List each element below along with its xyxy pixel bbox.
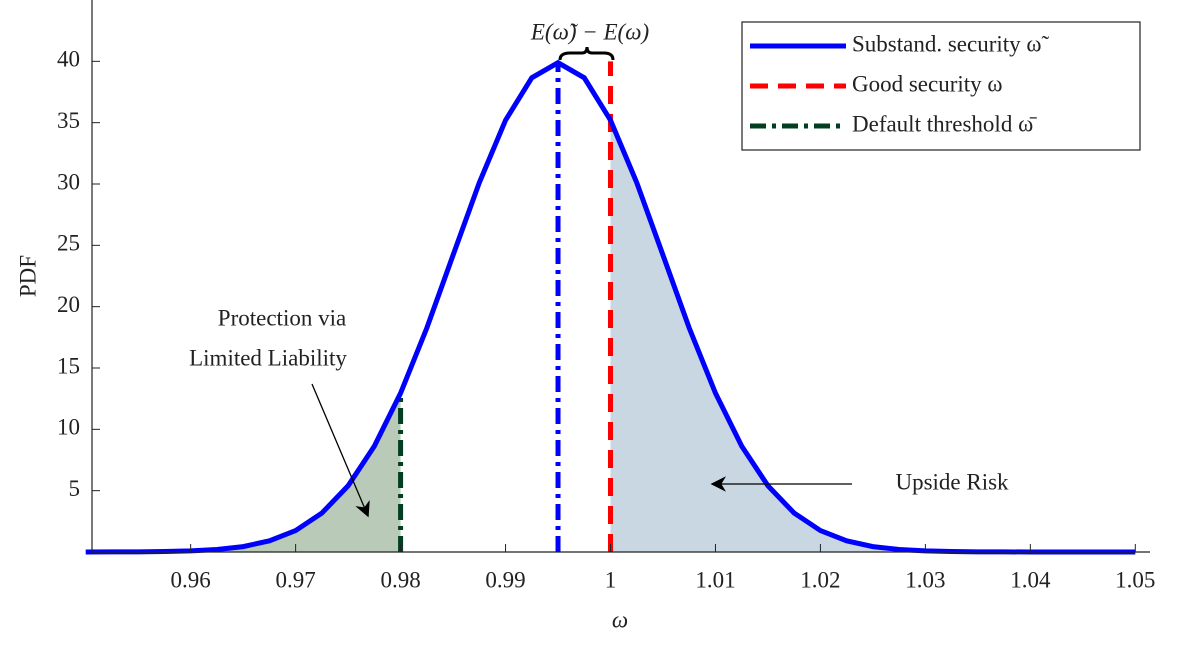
y-tick-label: 40 bbox=[57, 47, 80, 72]
legend-label: Default threshold ω̄ bbox=[852, 111, 1037, 136]
difference-label: E(ω̃) − E(ω) bbox=[530, 19, 649, 44]
y-tick-label: 20 bbox=[57, 292, 80, 317]
x-tick-label: 1.04 bbox=[1010, 567, 1051, 592]
legend bbox=[741, 21, 1141, 151]
brace bbox=[558, 46, 615, 61]
upside-label: Upside Risk bbox=[895, 469, 1009, 494]
legend-label: Substand. security ω̃ bbox=[852, 31, 1050, 56]
x-tick-label: 1 bbox=[605, 567, 617, 592]
protection-arrow bbox=[311, 383, 370, 518]
protection-label: Protection via bbox=[218, 305, 346, 330]
x-tick-label: 0.97 bbox=[275, 567, 315, 592]
y-tick-label: 5 bbox=[69, 476, 81, 501]
y-tick-label: 25 bbox=[57, 231, 80, 256]
y-tick-label: 35 bbox=[57, 108, 80, 133]
y-tick-label: 30 bbox=[57, 169, 80, 194]
x-tick-label: 0.99 bbox=[485, 567, 525, 592]
y-axis-label: PDF bbox=[15, 255, 40, 297]
protection-label: Limited Liability bbox=[189, 345, 347, 370]
y-tick-label: 15 bbox=[57, 353, 80, 378]
shaded-area bbox=[610, 120, 1136, 552]
x-axis-label: ω bbox=[612, 607, 628, 632]
x-tick-label: 1.05 bbox=[1115, 567, 1155, 592]
x-tick-label: 1.02 bbox=[800, 567, 840, 592]
y-tick-label: 10 bbox=[57, 415, 80, 440]
x-tick-label: 1.03 bbox=[905, 567, 945, 592]
x-tick-label: 0.98 bbox=[380, 567, 420, 592]
x-tick-label: 0.96 bbox=[171, 567, 211, 592]
x-tick-label: 1.01 bbox=[695, 567, 735, 592]
legend-label: Good security ω bbox=[852, 71, 1003, 96]
